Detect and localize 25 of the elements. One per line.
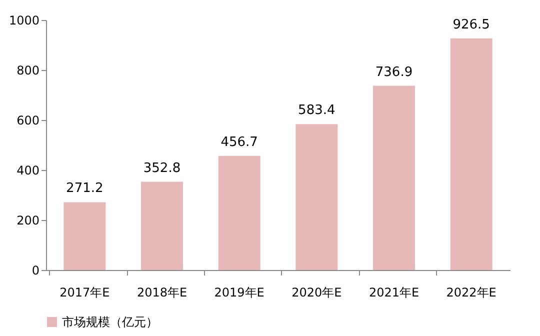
- bar: [64, 202, 106, 270]
- x-tick-label: 2021年E: [368, 286, 420, 300]
- data-label: 456.7: [220, 134, 258, 150]
- y-tick-label: 200: [16, 214, 40, 228]
- y-tick-label: 0: [32, 264, 40, 278]
- data-label: 583.4: [298, 103, 336, 118]
- x-tick-label: 2018年E: [136, 286, 188, 300]
- data-label: 352.8: [143, 160, 181, 176]
- data-label: 271.2: [66, 181, 104, 196]
- y-tick-label: 600: [16, 114, 40, 128]
- legend-label: 市场规模（亿元）: [62, 315, 158, 329]
- y-tick-label: 400: [16, 164, 40, 178]
- data-label: 736.9: [375, 64, 413, 80]
- bar: [450, 38, 492, 270]
- bar: [141, 182, 183, 270]
- x-tick-label: 2019年E: [214, 286, 264, 300]
- x-tick-label: 2020年E: [292, 286, 342, 300]
- bar: [218, 156, 260, 270]
- data-label: 926.5: [452, 17, 490, 32]
- x-tick-label: 2022年E: [446, 286, 496, 300]
- bar: [296, 124, 338, 270]
- y-tick-label: 800: [16, 64, 40, 78]
- y-tick-label: 1000: [8, 14, 40, 28]
- bar: [373, 86, 415, 270]
- x-tick-label: 2017年E: [60, 286, 110, 300]
